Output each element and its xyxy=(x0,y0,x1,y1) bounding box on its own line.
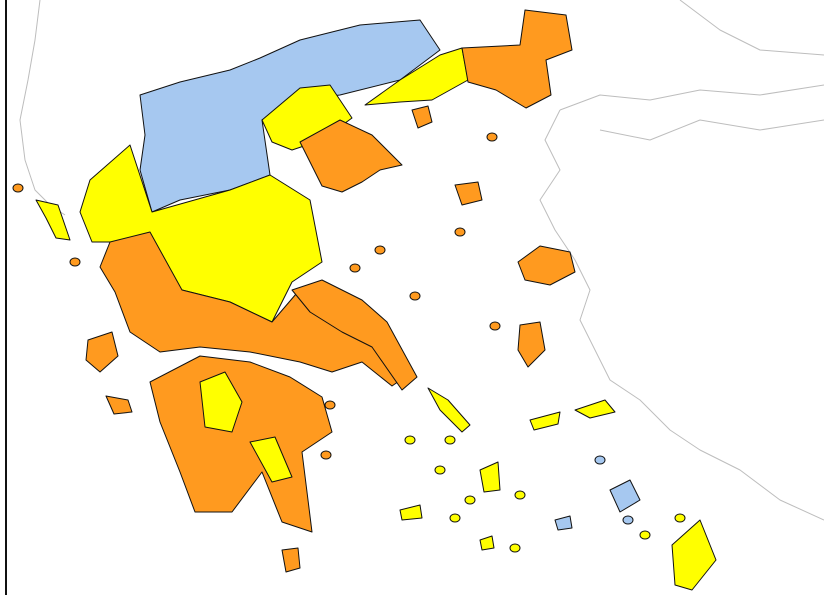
region-andros xyxy=(427,387,471,433)
small-island xyxy=(409,291,421,301)
small-island xyxy=(324,400,336,410)
small-island xyxy=(622,515,634,525)
small-island xyxy=(674,513,686,523)
region-cyclades-naxos xyxy=(479,461,501,493)
region-kefalonia xyxy=(85,331,119,373)
region-zakynthos xyxy=(105,395,133,415)
small-island xyxy=(449,513,461,523)
neighbour-coastline xyxy=(599,119,824,141)
region-kythira xyxy=(281,547,301,573)
region-peloponnese xyxy=(149,355,333,533)
region-dodecanese-blue xyxy=(609,479,641,513)
small-island xyxy=(374,245,386,255)
small-island xyxy=(434,465,446,475)
small-island xyxy=(404,435,416,445)
region-rhodes xyxy=(671,519,717,591)
region-laconia-east xyxy=(249,436,293,483)
region-lemnos xyxy=(454,181,483,206)
small-island xyxy=(464,495,476,505)
map-frame-border xyxy=(5,0,7,595)
small-island xyxy=(514,490,526,500)
neighbour-coastline xyxy=(539,109,824,521)
region-astypalaia xyxy=(554,515,573,531)
region-epirus-thessaly xyxy=(79,144,323,323)
region-cyclades-santorini xyxy=(479,535,495,551)
region-lesvos xyxy=(517,245,576,286)
neighbour-coastline xyxy=(19,0,66,216)
small-island xyxy=(489,321,501,331)
region-cyclades-west xyxy=(399,504,423,521)
small-island xyxy=(594,455,606,465)
neighbour-coastline xyxy=(559,0,824,111)
small-island xyxy=(639,530,651,540)
region-evros-thrace-east xyxy=(461,9,573,109)
small-island xyxy=(320,450,332,460)
small-island xyxy=(509,543,521,553)
region-dodecanese-north xyxy=(574,399,616,419)
region-central-greece xyxy=(99,231,413,387)
small-island xyxy=(486,132,498,142)
region-evia xyxy=(291,279,418,391)
small-island xyxy=(444,435,456,445)
region-arcadia xyxy=(199,371,243,433)
small-island xyxy=(454,227,466,237)
region-thasos xyxy=(411,105,433,129)
small-island xyxy=(349,263,361,273)
region-samos-ikaria xyxy=(529,411,561,431)
small-island xyxy=(12,183,24,193)
small-island xyxy=(69,257,81,267)
region-chalkidiki xyxy=(299,119,403,193)
region-chios xyxy=(517,321,546,368)
region-corfu xyxy=(35,199,71,241)
